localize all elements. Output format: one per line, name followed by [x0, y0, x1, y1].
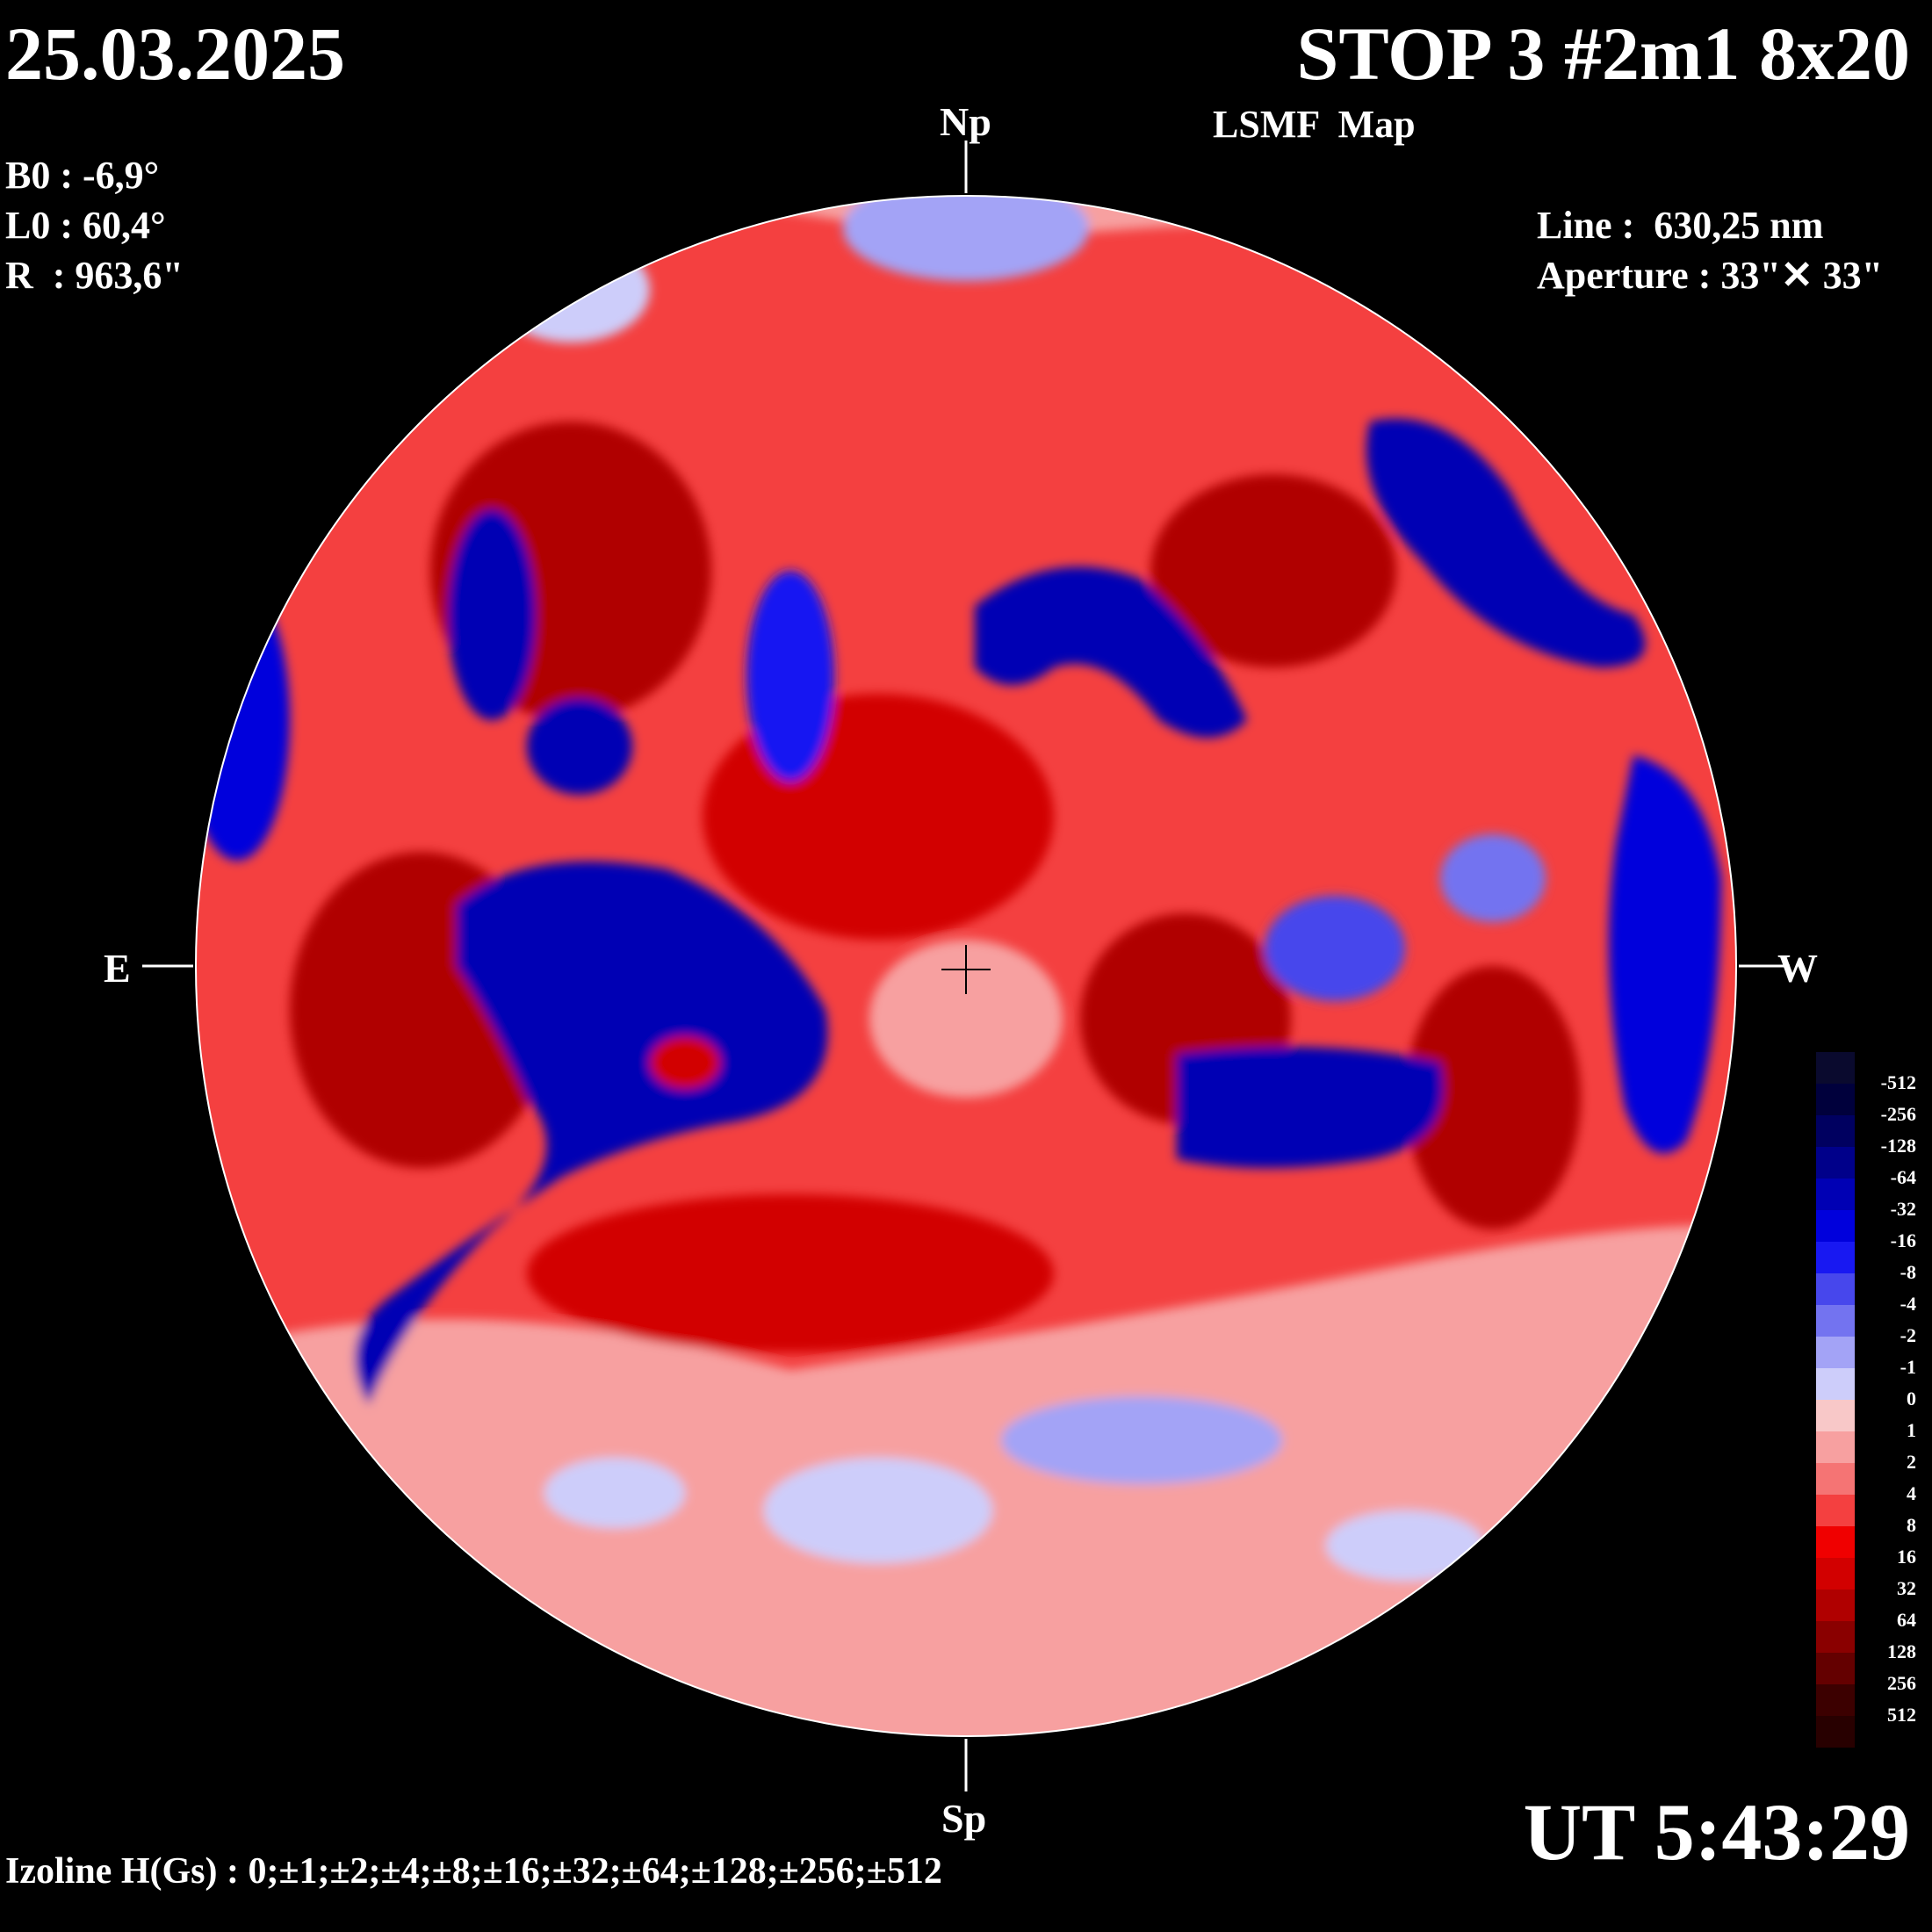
legend-label: -8	[1900, 1261, 1916, 1283]
negative-region	[448, 509, 536, 720]
legend-swatch	[1816, 1242, 1855, 1273]
negative-region	[746, 571, 834, 782]
legend-swatch	[1816, 1305, 1855, 1337]
disk-limb	[195, 195, 1737, 1737]
weak-negative-patch	[544, 1458, 685, 1528]
weak-negative-patch	[492, 237, 650, 342]
color-legend-bar	[1816, 1052, 1855, 1748]
legend-swatch	[1816, 1653, 1855, 1684]
l0-parameter: L0 : 60,4°	[5, 204, 166, 247]
legend-swatch	[1816, 1463, 1855, 1495]
negative-region	[196, 580, 290, 861]
legend-label: 256	[1887, 1672, 1916, 1694]
legend-swatch	[1816, 1115, 1855, 1147]
east-label: E	[104, 946, 131, 991]
spectral-line-label: Line : 630,25 nm	[1537, 204, 1824, 247]
legend-label: 8	[1907, 1514, 1916, 1536]
legend-swatch	[1816, 1400, 1855, 1431]
legend-label: -16	[1890, 1229, 1916, 1251]
legend-label: 1	[1907, 1419, 1916, 1441]
legend-swatch	[1816, 1684, 1855, 1716]
radius-parameter: R : 963,6"	[5, 254, 184, 297]
legend-label: 16	[1897, 1546, 1916, 1568]
negative-region	[527, 698, 632, 795]
legend-swatch	[1816, 1084, 1855, 1115]
negative-region	[975, 566, 1247, 738]
legend-label: 512	[1887, 1704, 1916, 1726]
north-pole-label: Np	[940, 99, 991, 144]
weak-positive-patch	[869, 940, 1063, 1098]
legend-swatch	[1816, 1558, 1855, 1590]
legend-swatch	[1816, 1716, 1855, 1748]
legend-label: 0	[1907, 1388, 1916, 1409]
legend-label: 4	[1907, 1482, 1916, 1504]
negative-region	[1366, 418, 1646, 667]
negative-region	[1177, 1047, 1444, 1168]
legend-swatch	[1816, 1590, 1855, 1621]
legend-label: -2	[1900, 1324, 1916, 1346]
weak-negative-patch	[764, 1458, 992, 1563]
negative-region	[355, 861, 828, 1405]
legend-swatch	[1816, 1495, 1855, 1526]
aperture-label: Aperture : 33"✕ 33"	[1537, 254, 1884, 297]
positive-region	[527, 1194, 1054, 1352]
legend-label: -64	[1890, 1166, 1916, 1188]
negative-region	[1265, 896, 1405, 1001]
map-type-label: LSMF Map	[1213, 103, 1416, 146]
negative-region	[1609, 755, 1721, 1154]
legend-label: -1	[1900, 1356, 1916, 1378]
solar-disk	[196, 196, 1736, 1736]
legend-label: -4	[1900, 1293, 1916, 1315]
legend-label: -256	[1880, 1103, 1916, 1125]
legend-swatch	[1816, 1368, 1855, 1400]
positive-inclusion	[650, 1036, 720, 1089]
b0-parameter: B0 : -6,9°	[5, 154, 160, 197]
legend-label: -32	[1890, 1198, 1916, 1220]
observation-date: 25.03.2025	[5, 11, 345, 96]
legend-swatch	[1816, 1147, 1855, 1179]
legend-label: -128	[1880, 1135, 1916, 1157]
strong-positive-core	[1150, 474, 1396, 667]
legend-swatch	[1816, 1337, 1855, 1368]
legend-label: -512	[1880, 1071, 1916, 1093]
legend-swatch	[1816, 1052, 1855, 1084]
legend-label: 128	[1887, 1640, 1916, 1662]
universal-time: UT 5:43:29	[1523, 1787, 1910, 1877]
legend-swatch	[1816, 1210, 1855, 1242]
weak-negative-patch	[1326, 1510, 1484, 1581]
weak-negative-patch	[843, 196, 1089, 281]
legend-swatch	[1816, 1526, 1855, 1558]
legend-label: 2	[1907, 1451, 1916, 1473]
south-pole-label: Sp	[941, 1796, 987, 1841]
legend-swatch	[1816, 1621, 1855, 1653]
legend-label: 32	[1897, 1577, 1916, 1599]
isoline-levels: Izoline H(Gs) : 0;±1;±2;±4;±8;±16;±32;±6…	[5, 1851, 942, 1892]
strong-positive-core	[1405, 966, 1581, 1229]
legend-label: 64	[1897, 1609, 1916, 1631]
legend-swatch	[1816, 1273, 1855, 1305]
weak-negative-patch	[1001, 1396, 1282, 1484]
legend-swatch	[1816, 1179, 1855, 1210]
negative-region	[1440, 834, 1546, 922]
legend-swatch	[1816, 1431, 1855, 1463]
west-label: W	[1777, 946, 1818, 991]
station-title: STOP 3 #2m1 8x20	[1296, 11, 1910, 96]
